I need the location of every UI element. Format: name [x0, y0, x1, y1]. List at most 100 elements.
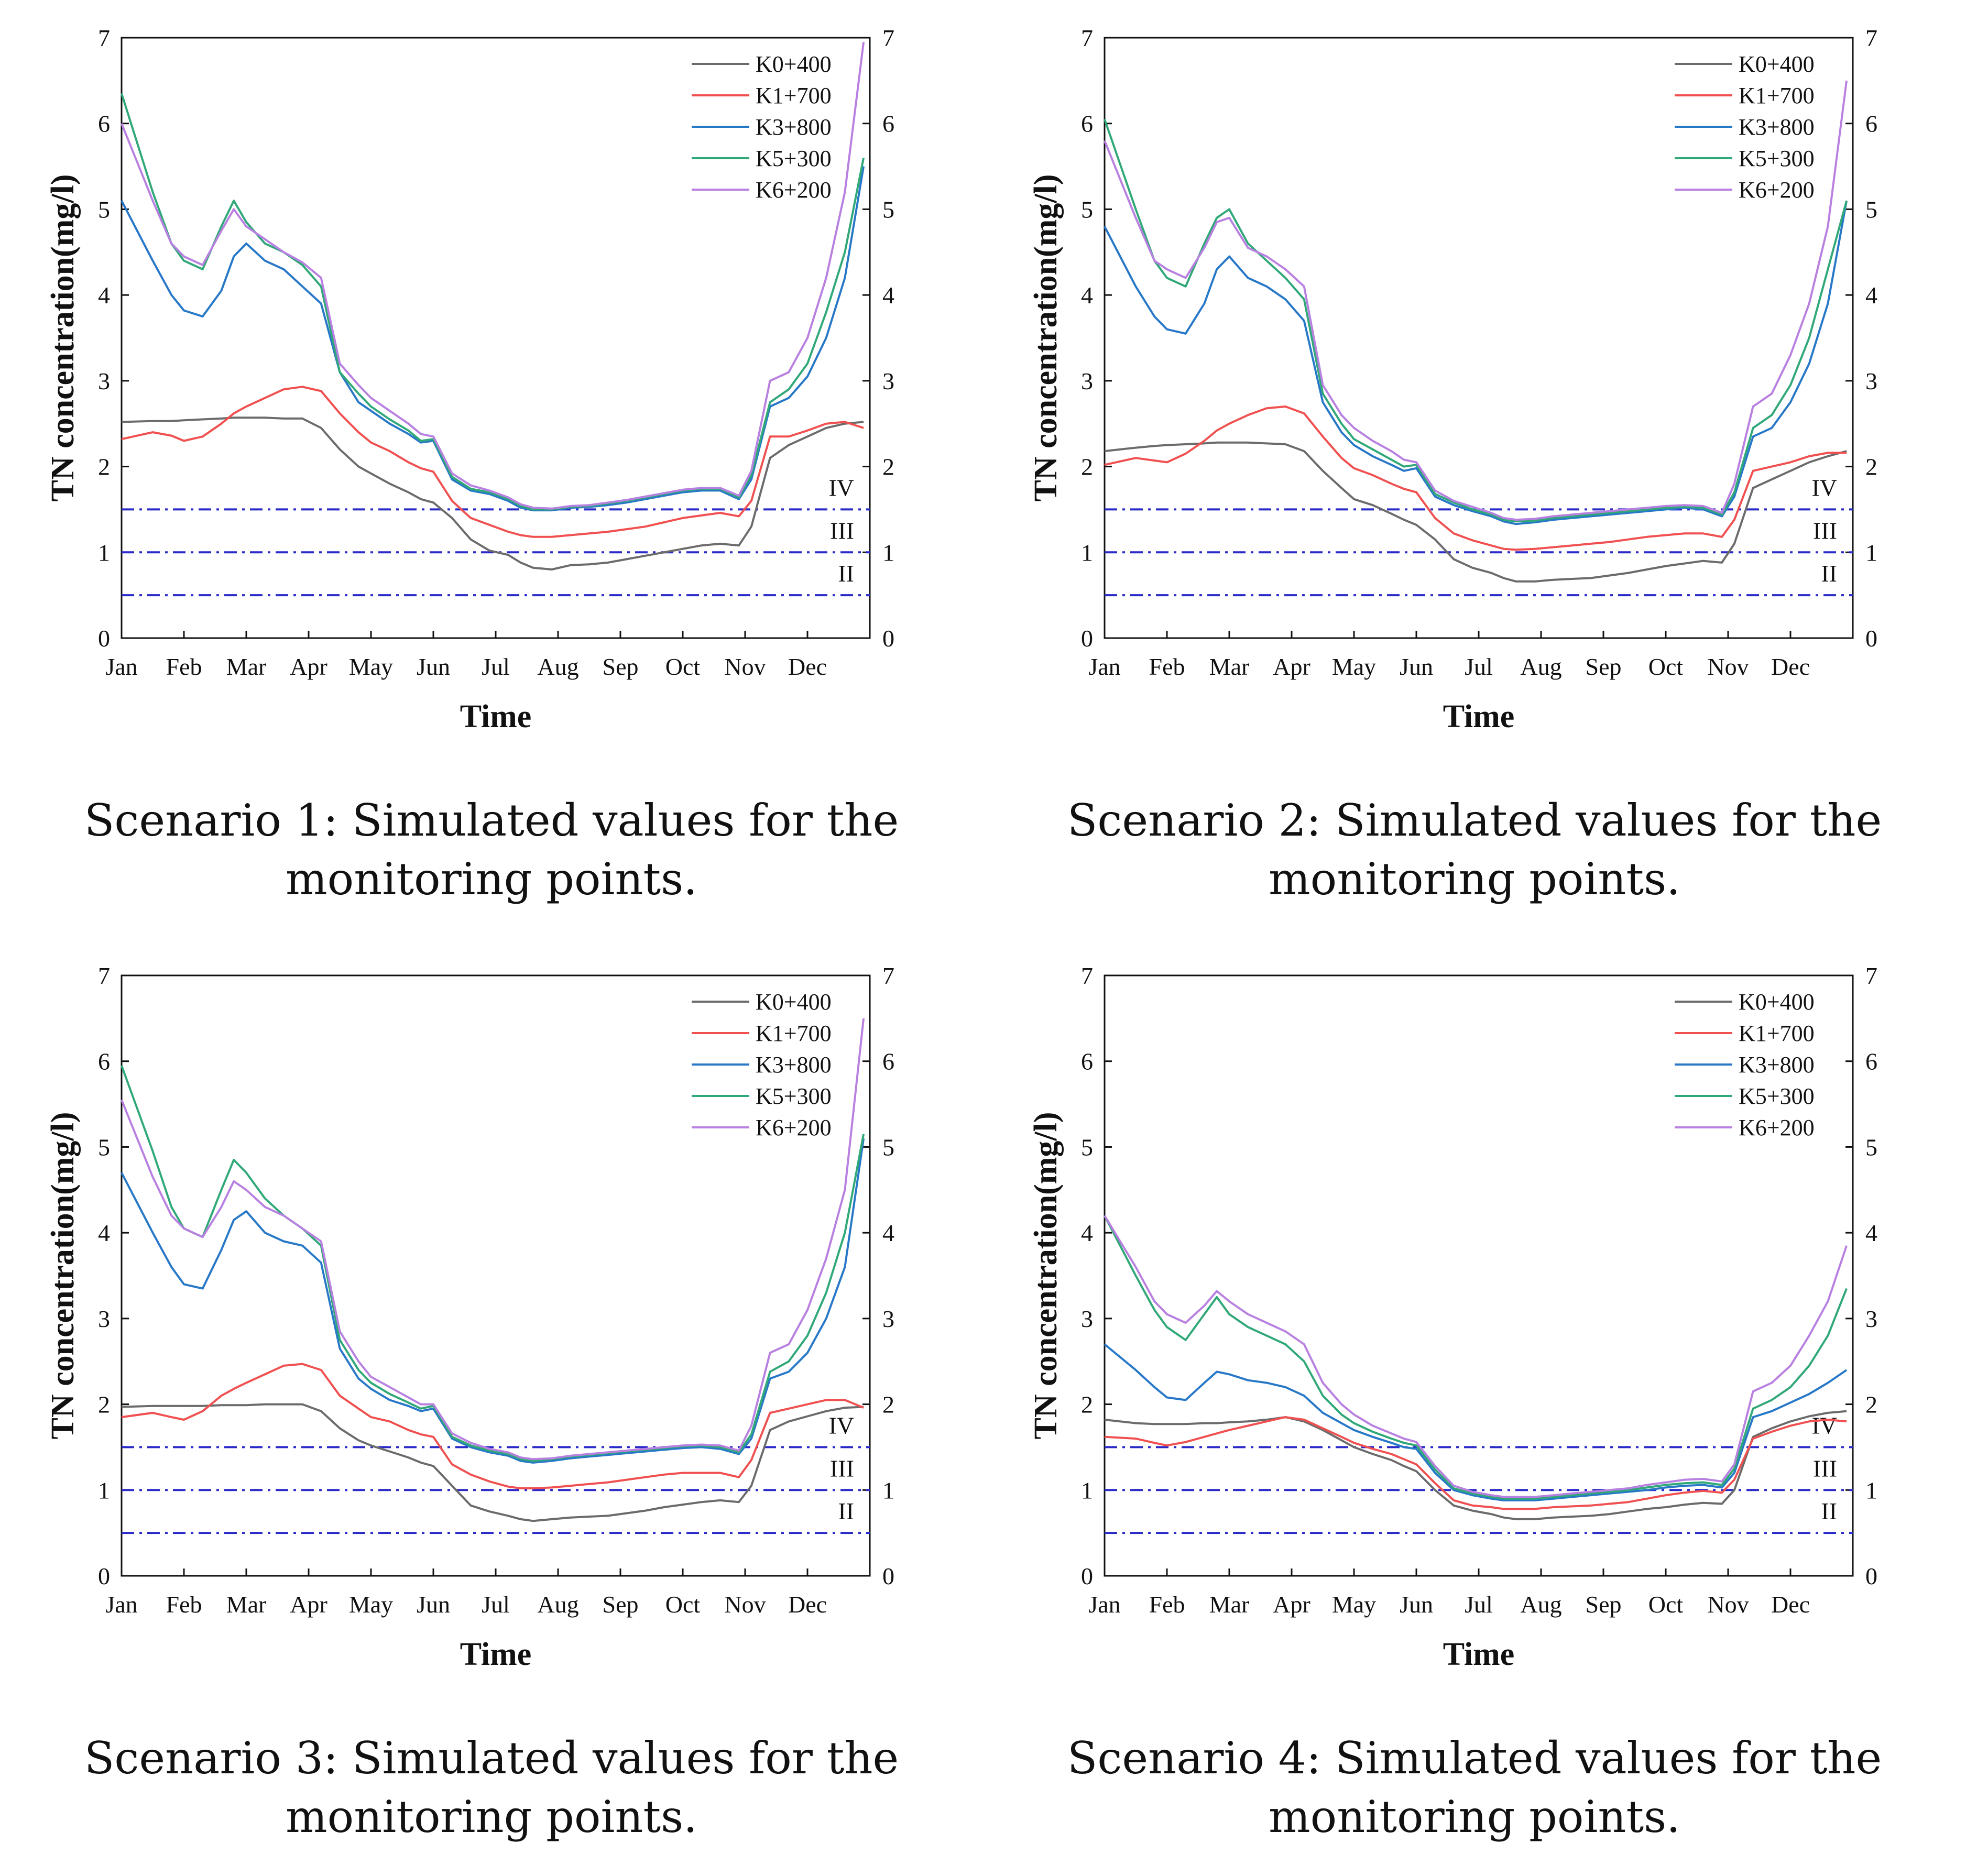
series-line — [1104, 1215, 1848, 1500]
x-tick-label: Jul — [1465, 1591, 1493, 1618]
x-tick-label: Sep — [603, 1591, 639, 1618]
y-tick-label-left: 1 — [1081, 539, 1093, 566]
y-tick-label-right: 3 — [882, 368, 894, 394]
y-tick-label-left: 0 — [98, 1563, 110, 1589]
x-tick-label: Sep — [1586, 1591, 1622, 1618]
x-tick-label: Jan — [1088, 653, 1120, 680]
x-tick-label: Sep — [1586, 653, 1622, 680]
legend-label: K0+400 — [756, 989, 832, 1015]
y-tick-label-left: 4 — [98, 282, 110, 309]
y-tick-label-left: 3 — [1081, 1305, 1093, 1332]
series-line — [1104, 1410, 1847, 1520]
series-line — [1104, 1215, 1848, 1498]
y-tick-label-right: 6 — [1865, 1048, 1877, 1075]
reference-line-label: III — [1813, 1455, 1837, 1482]
y-tick-label-left: 1 — [98, 1477, 110, 1504]
y-tick-label-right: 0 — [882, 625, 894, 652]
x-tick-label: Jan — [1088, 1591, 1120, 1618]
x-tick-label: Oct — [1648, 1591, 1684, 1618]
y-tick-label-right: 5 — [882, 1134, 894, 1160]
series-line — [121, 1018, 865, 1461]
x-tick-label: Feb — [166, 1591, 202, 1618]
y-tick-label-right: 5 — [882, 196, 894, 223]
y-tick-label-left: 6 — [98, 1048, 110, 1075]
y-tick-label-right: 6 — [882, 1048, 894, 1075]
legend-label: K5+300 — [1739, 1083, 1815, 1109]
legend-label: K3+800 — [756, 114, 832, 140]
reference-line-label: IV — [828, 1412, 854, 1439]
series-line — [121, 1363, 864, 1489]
x-tick-label: Apr — [1273, 1591, 1310, 1618]
series-line — [121, 386, 864, 538]
legend-label: K1+700 — [756, 83, 832, 108]
x-tick-label: Dec — [1771, 653, 1810, 680]
x-tick-label: Jul — [482, 653, 510, 680]
series-line — [121, 166, 865, 512]
y-tick-label-left: 5 — [1081, 196, 1093, 223]
y-tick-label-right: 2 — [882, 454, 894, 480]
x-tick-label: May — [349, 1591, 393, 1618]
y-tick-label-right: 6 — [1865, 111, 1877, 137]
x-tick-label: Jul — [482, 1591, 510, 1618]
y-tick-label-left: 5 — [98, 196, 110, 223]
y-tick-label-right: 5 — [1865, 196, 1877, 223]
y-tick-label-right: 6 — [882, 111, 894, 137]
x-tick-label: Jun — [1400, 653, 1433, 680]
x-tick-label: Oct — [665, 1591, 701, 1618]
x-tick-label: Mar — [1209, 1591, 1250, 1618]
x-axis-label: Time — [1443, 1637, 1515, 1672]
y-tick-label-left: 4 — [1081, 1220, 1093, 1246]
x-tick-label: Jun — [417, 653, 450, 680]
y-tick-label-left: 5 — [98, 1134, 110, 1160]
y-tick-label-right: 3 — [1865, 368, 1877, 394]
y-tick-label-left: 5 — [1081, 1134, 1093, 1160]
x-tick-label: Aug — [537, 653, 578, 680]
x-tick-label: Oct — [1648, 653, 1684, 680]
y-tick-label-right: 1 — [882, 1477, 894, 1504]
y-tick-label-left: 7 — [98, 25, 110, 51]
y-tick-label-left: 2 — [98, 1391, 110, 1418]
legend-label: K6+200 — [1739, 1115, 1815, 1140]
y-tick-label-right: 5 — [1865, 1134, 1877, 1160]
x-tick-label: Oct — [665, 653, 701, 680]
y-tick-label-left: 0 — [98, 625, 110, 652]
series-line — [121, 416, 864, 571]
series-line — [1104, 118, 1848, 523]
x-tick-label: Dec — [788, 1591, 827, 1618]
x-tick-label: Feb — [166, 653, 202, 680]
y-tick-label-left: 7 — [1081, 962, 1093, 989]
x-tick-label: Aug — [1520, 1591, 1561, 1618]
chart-caption: Scenario 4: Simulated values for the mon… — [1067, 1732, 1882, 1842]
reference-line-label: II — [1821, 1498, 1837, 1524]
y-tick-label-left: 6 — [1081, 111, 1093, 137]
y-tick-label-right: 2 — [1865, 1391, 1877, 1418]
reference-line-label: III — [1813, 517, 1837, 544]
x-tick-label: Jun — [417, 1591, 450, 1618]
reference-line-label: III — [830, 1455, 854, 1482]
x-tick-label: Jun — [1400, 1591, 1433, 1618]
x-tick-label: Mar — [1209, 653, 1250, 680]
x-tick-label: Nov — [1707, 653, 1749, 680]
reference-line-label: IV — [828, 474, 854, 501]
chart-caption: Scenario 3: Simulated values for the mon… — [84, 1732, 899, 1842]
legend-label: K6+200 — [756, 1115, 832, 1140]
chart-panel-scenario-4: 0 0 1 1 2 2 3 3 4 4 5 5 6 6 7 7 Jan Feb Mar Apr May Jun Jul Aug… — [983, 938, 1966, 1875]
y-tick-label-left: 3 — [98, 1305, 110, 1332]
series-line — [121, 41, 865, 510]
legend-label: K0+400 — [1739, 989, 1815, 1015]
y-tick-label-left: 0 — [1081, 1563, 1093, 1589]
chart-panel-scenario-1: 0 0 1 1 2 2 3 3 4 4 5 5 6 6 7 7 Jan Feb Mar Apr May Jun Jul Aug… — [0, 0, 983, 938]
series-line — [1104, 441, 1847, 583]
y-tick-label-right: 7 — [882, 25, 894, 51]
x-tick-label: Mar — [226, 653, 267, 680]
legend-label: K0+400 — [756, 51, 832, 77]
legend-label: K5+300 — [1739, 146, 1815, 171]
legend-label: K3+800 — [1739, 114, 1815, 140]
reference-line-label: II — [1821, 560, 1837, 587]
chart-panel-scenario-3: 0 0 1 1 2 2 3 3 4 4 5 5 6 6 7 7 Jan Feb Mar Apr May Jun Jul Aug… — [0, 938, 983, 1875]
series-line — [1104, 1343, 1848, 1501]
x-tick-label: Apr — [290, 1591, 327, 1618]
series-line — [121, 1138, 865, 1464]
line-chart: 0 0 1 1 2 2 3 3 4 4 5 5 6 6 7 7 Jan Feb Mar Apr May Jun Jul Aug… — [45, 962, 894, 1672]
y-tick-label-left: 6 — [98, 111, 110, 137]
